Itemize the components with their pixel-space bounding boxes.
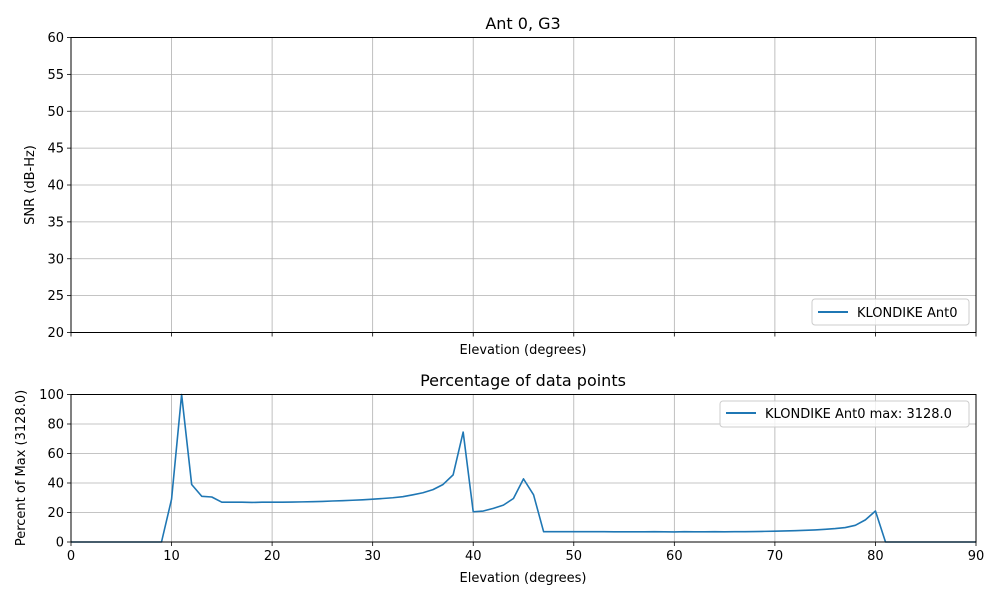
snr-y-tick-label: 40 xyxy=(47,179,64,194)
snr-legend-box xyxy=(811,298,970,326)
snr-y-tick-label: 30 xyxy=(47,252,64,267)
percentage-x-tick-label: 50 xyxy=(566,549,583,564)
percentage-x-tick-label: 70 xyxy=(767,549,784,564)
percentage-y-tick-label: 100 xyxy=(39,388,64,403)
percentage-panel: Percentage of data points 0 10 20 30 40 50 60 7… xyxy=(14,371,984,586)
snr-y-tick-label: 25 xyxy=(47,289,64,304)
percentage-y-axis-label: Percent of Max (3128.0) xyxy=(14,390,29,546)
percentage-x-tick-label: 0 xyxy=(67,549,75,564)
snr-x-axis-label: Elevation (degrees) xyxy=(460,343,587,358)
percentage-y-tick-label: 0 xyxy=(56,536,64,551)
percentage-x-tick-label: 30 xyxy=(364,549,381,564)
snr-y-tick-label: 60 xyxy=(47,31,64,46)
percentage-chart-title: Percentage of data points xyxy=(420,371,626,390)
snr-chart-title: Ant 0, G3 xyxy=(485,14,560,33)
percentage-plot-frame xyxy=(70,394,977,543)
percentage-x-axis-label: Elevation (degrees) xyxy=(460,571,587,586)
percentage-legend-label: KLONDIKE Ant0 max: 3128.0 xyxy=(765,407,952,422)
percentage-ticks: 0 10 20 30 40 50 60 70 80 90 0 20 40 60 80 100 xyxy=(39,388,984,564)
percentage-legend-box xyxy=(719,400,970,428)
percentage-x-tick-label: 90 xyxy=(968,549,985,564)
percentage-x-tick-label: 10 xyxy=(163,549,180,564)
percentage-y-tick-label: 80 xyxy=(47,418,64,433)
snr-y-tick-label: 35 xyxy=(47,215,64,230)
percentage-x-tick-label: 80 xyxy=(867,549,884,564)
snr-legend: KLONDIKE Ant0 xyxy=(811,298,970,326)
snr-y-tick-label: 55 xyxy=(47,68,64,83)
snr-ticks: 20 25 30 35 40 45 50 55 60 xyxy=(47,31,977,341)
percentage-y-tick-label: 20 xyxy=(47,506,64,521)
snr-legend-label: KLONDIKE Ant0 xyxy=(857,306,957,321)
snr-panel: Ant 0, G3 20 25 30 35 40 45 50 55 60 Elevation (… xyxy=(23,14,977,358)
percentage-x-tick-label: 20 xyxy=(264,549,281,564)
percentage-series-line xyxy=(71,393,976,543)
snr-y-tick-label: 50 xyxy=(47,105,64,120)
percentage-x-tick-label: 60 xyxy=(666,549,683,564)
percentage-series xyxy=(71,393,976,543)
percentage-y-tick-label: 60 xyxy=(47,447,64,462)
percentage-legend: KLONDIKE Ant0 max: 3128.0 xyxy=(719,400,970,428)
snr-y-tick-label: 45 xyxy=(47,142,64,157)
snr-y-tick-label: 20 xyxy=(47,326,64,341)
percentage-x-tick-label: 40 xyxy=(465,549,482,564)
snr-y-axis-label: SNR (dB-Hz) xyxy=(23,145,38,225)
percentage-y-tick-label: 40 xyxy=(47,477,64,492)
snr-grid xyxy=(70,37,977,333)
